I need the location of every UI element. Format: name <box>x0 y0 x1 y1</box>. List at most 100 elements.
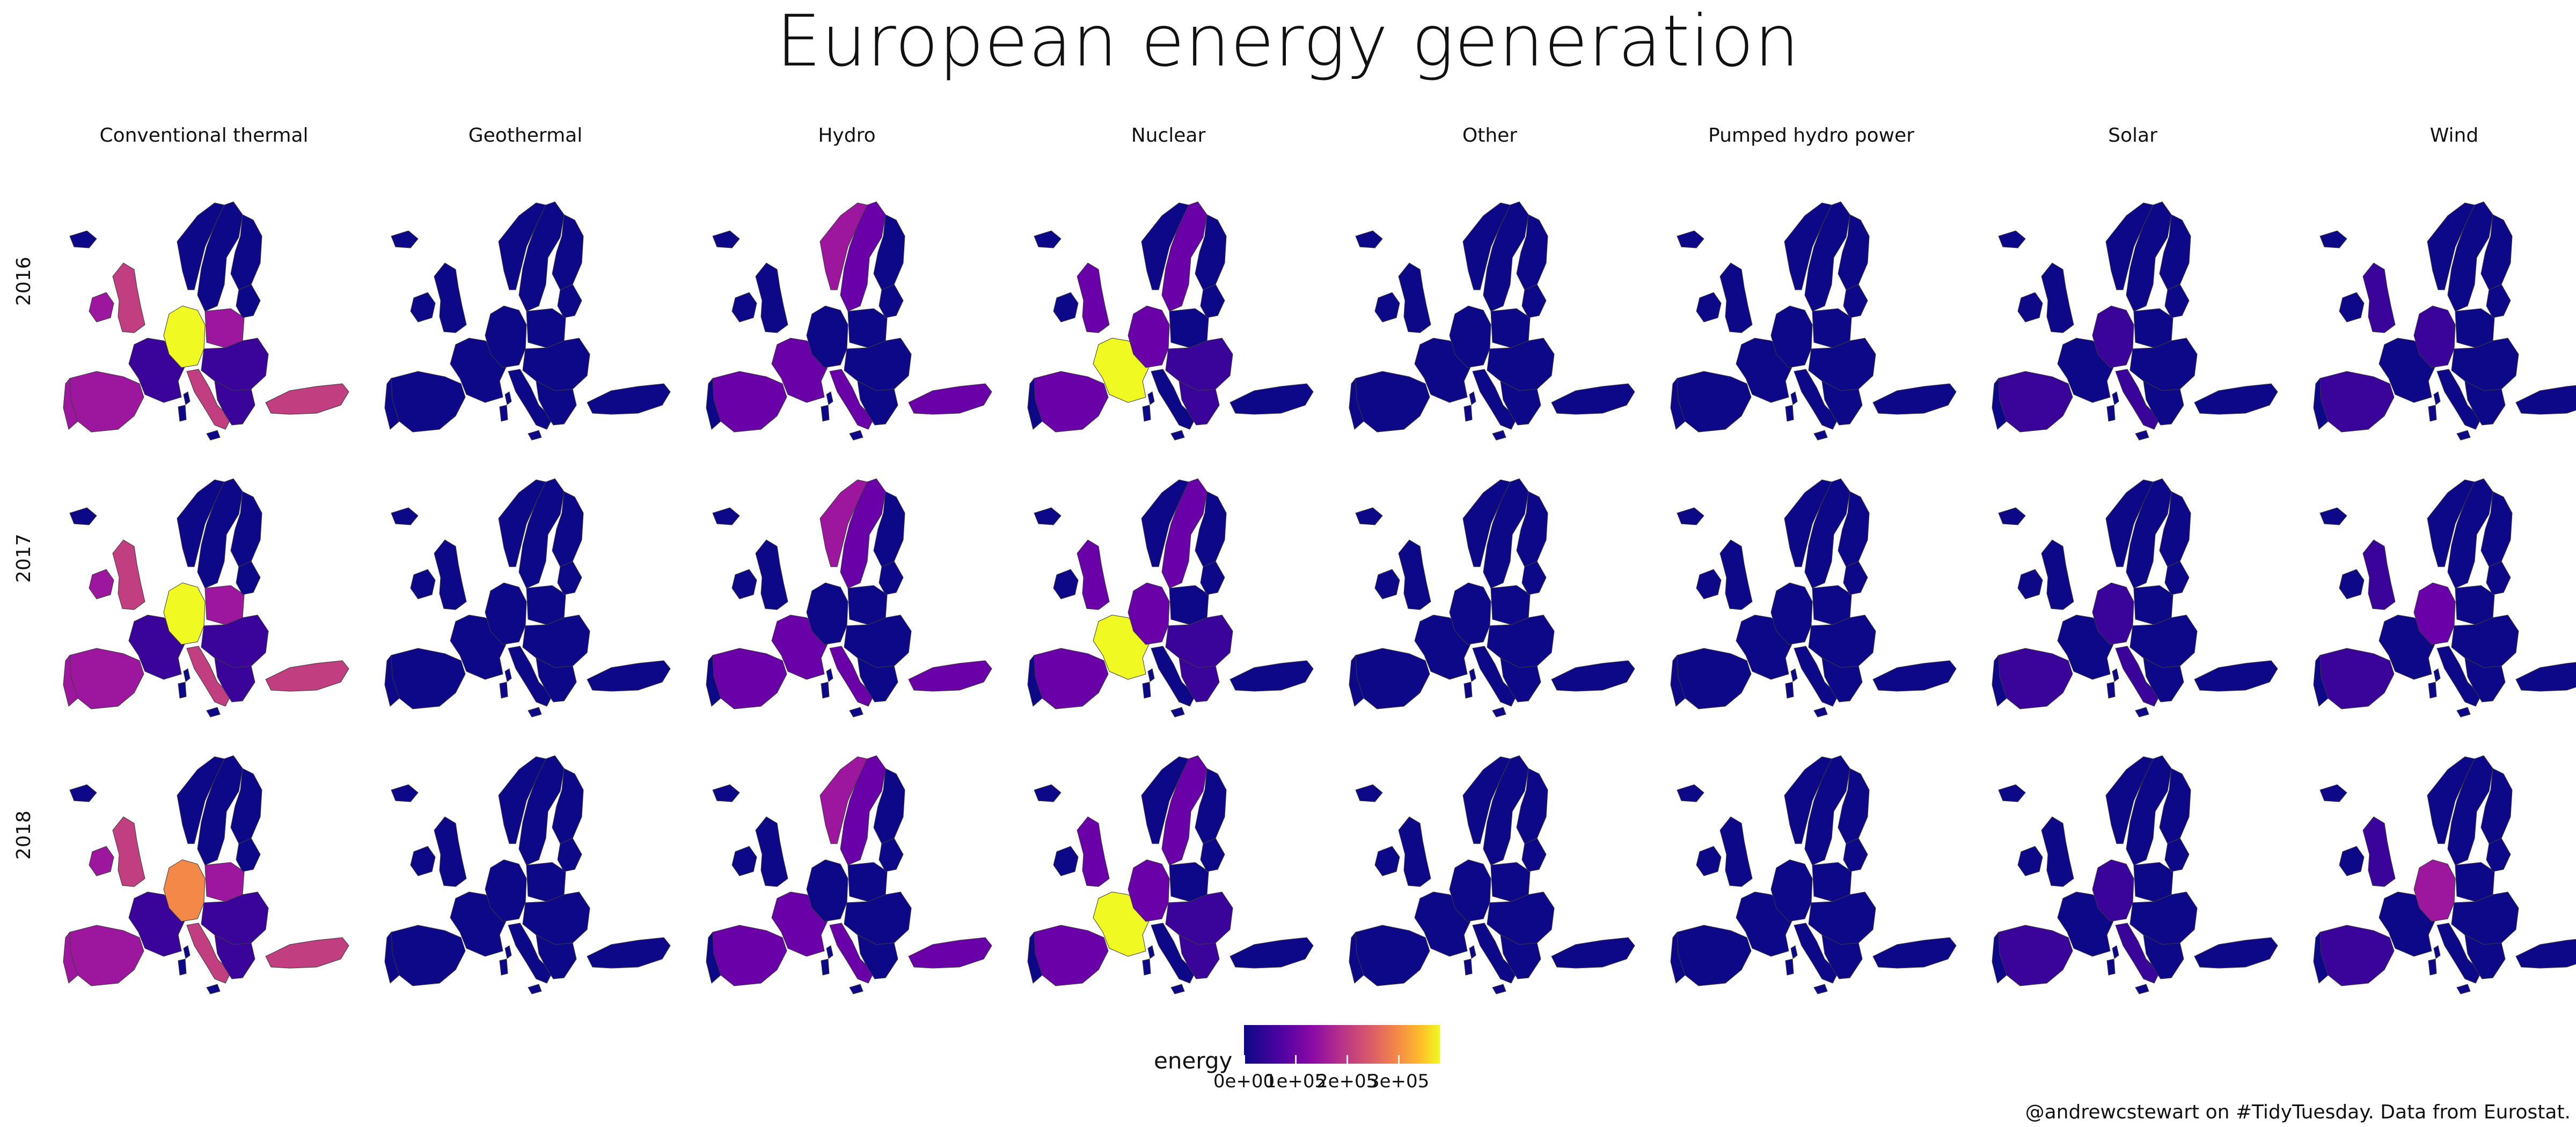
region-iceland <box>1034 507 1062 525</box>
region-poland <box>1169 862 1209 902</box>
region-sicily <box>1492 707 1506 718</box>
region-spain <box>69 925 144 986</box>
region-uk <box>1719 816 1753 887</box>
region-norway <box>2105 756 2154 844</box>
region-italy <box>508 923 553 984</box>
region-poland <box>2455 585 2495 625</box>
region-iceland <box>69 784 97 802</box>
region-ireland <box>1696 292 1722 323</box>
region-germany <box>163 859 206 922</box>
region-italy <box>1794 923 1839 984</box>
region-corsica <box>2112 945 2119 959</box>
region-corsica <box>826 668 833 682</box>
region-iceland <box>1677 784 1704 802</box>
region-turkey <box>1230 660 1314 692</box>
region-italy <box>1472 923 1517 984</box>
map-geothermal-2017 <box>384 478 671 718</box>
region-ireland <box>89 292 114 323</box>
region-iceland <box>1998 507 2026 525</box>
region-finland <box>2480 214 2513 290</box>
region-norway <box>1784 202 1832 290</box>
region-finland <box>552 768 584 844</box>
region-germany <box>2413 582 2456 645</box>
region-finland <box>230 491 262 567</box>
region-ireland <box>1374 569 1400 599</box>
region-poland <box>204 585 245 625</box>
map-conventional-thermal-2016 <box>63 201 349 441</box>
region-poland <box>526 862 566 902</box>
region-iceland <box>69 230 97 248</box>
region-sicily <box>2456 707 2471 718</box>
region-sardinia <box>2428 682 2437 699</box>
region-finland <box>2159 214 2191 290</box>
region-norway <box>1784 756 1832 844</box>
region-uk <box>2041 262 2074 333</box>
region-italy <box>1472 369 1517 430</box>
region-sardinia <box>2428 958 2437 976</box>
region-turkey <box>2515 939 2576 969</box>
region-balkans <box>1821 657 1863 702</box>
region-finland <box>1838 491 1870 567</box>
region-uk <box>755 539 788 610</box>
region-spain <box>1034 371 1109 433</box>
region-turkey <box>908 660 992 692</box>
region-sardinia <box>178 405 187 422</box>
region-balkans <box>536 380 577 426</box>
region-sweden <box>840 478 886 589</box>
column-header-conventional-thermal: Conventional thermal <box>99 125 309 147</box>
map-pumped-hydro-power-2016 <box>1670 201 1957 441</box>
region-corsica <box>504 391 512 405</box>
region-sweden <box>840 755 886 866</box>
region-turkey <box>2194 937 2278 969</box>
region-spain <box>1677 925 1752 986</box>
region-spain <box>69 371 144 433</box>
region-sweden <box>1804 755 1850 866</box>
region-iceland <box>391 230 419 248</box>
region-norway <box>2427 756 2475 844</box>
region-norway <box>2105 479 2154 567</box>
region-turkey <box>587 383 671 415</box>
region-sicily <box>2135 707 2149 718</box>
region-poland <box>1169 585 1209 625</box>
region-eastern <box>1165 338 1233 391</box>
chart-title: European energy generation <box>776 0 1800 83</box>
region-finland <box>1516 491 1548 567</box>
region-sweden <box>1483 755 1529 866</box>
region-ireland <box>2017 292 2043 323</box>
region-germany <box>163 305 206 368</box>
region-sardinia <box>1785 405 1794 422</box>
region-turkey <box>1872 660 1957 692</box>
region-iceland <box>1998 784 2026 802</box>
region-eastern <box>1165 891 1233 945</box>
region-germany <box>1449 305 1491 368</box>
region-ireland <box>2017 846 2043 876</box>
region-norway <box>2427 202 2475 290</box>
region-corsica <box>826 945 833 959</box>
region-sardinia <box>821 958 830 976</box>
region-balkans <box>857 657 898 702</box>
region-poland <box>1490 308 1531 348</box>
region-uk <box>434 539 467 610</box>
region-uk <box>2041 539 2074 610</box>
region-balkans <box>2143 657 2184 702</box>
region-norway <box>819 756 868 844</box>
region-corsica <box>1147 391 1155 405</box>
region-norway <box>177 756 225 844</box>
region-uk <box>1077 539 1110 610</box>
region-uk <box>2362 262 2396 333</box>
region-corsica <box>1790 391 1798 405</box>
column-header-pumped-hydro-power: Pumped hydro power <box>1708 125 1914 147</box>
region-eastern <box>1487 891 1555 945</box>
region-poland <box>847 862 888 902</box>
region-corsica <box>2112 668 2119 682</box>
region-balkans <box>536 657 577 702</box>
region-spain <box>1998 648 2073 709</box>
region-sweden <box>2126 478 2172 589</box>
region-iceland <box>1677 230 1704 248</box>
region-balkans <box>536 934 577 979</box>
region-poland <box>2455 308 2495 348</box>
region-balkans <box>1179 380 1220 426</box>
region-sardinia <box>1785 682 1794 699</box>
legend-tick-mark <box>1398 1055 1400 1064</box>
region-poland <box>2133 585 2174 625</box>
